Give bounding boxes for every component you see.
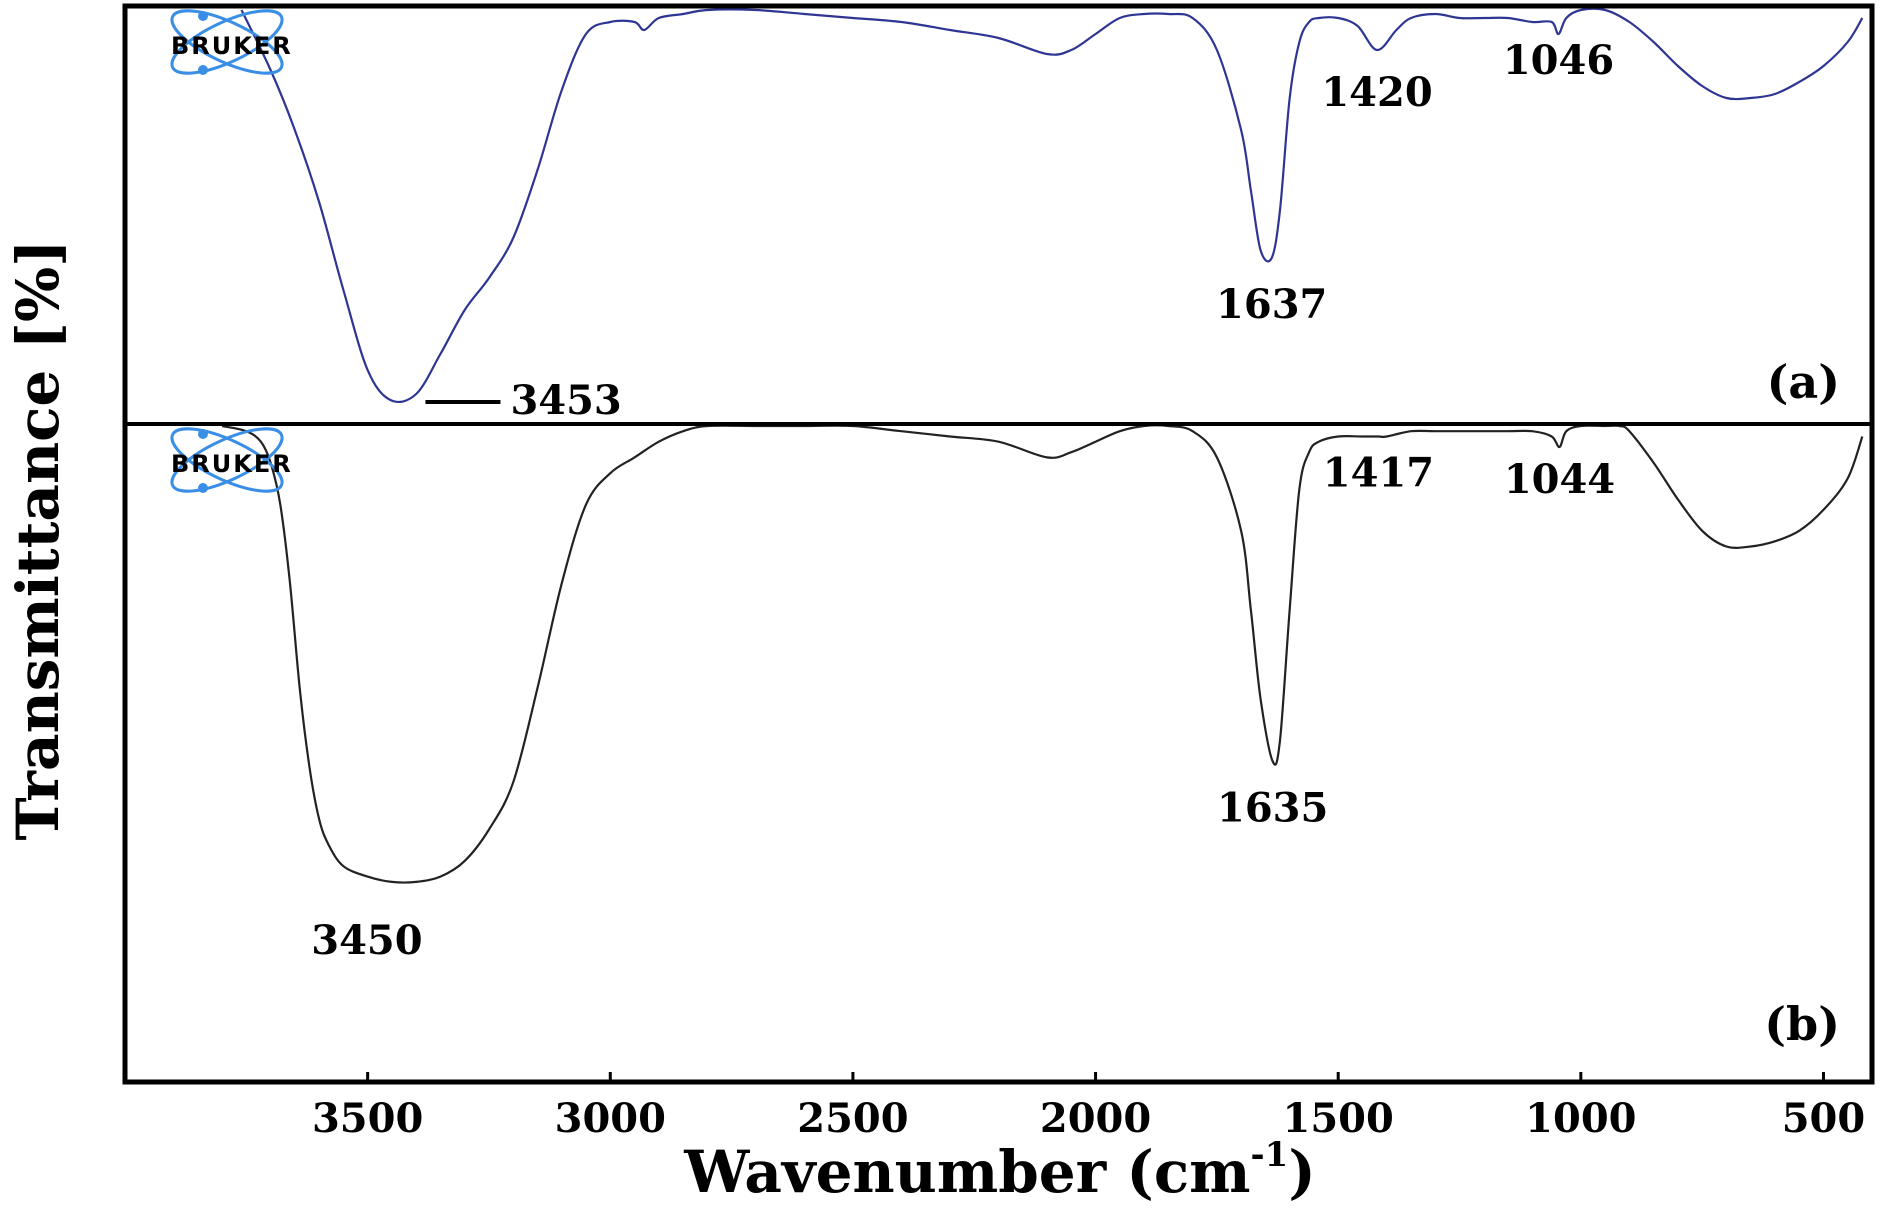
- x-axis-ticks: 3500 3000 2500 2000 1500 1000 500: [312, 1072, 1865, 1142]
- x-tick-label: 3500: [312, 1095, 423, 1142]
- logo-orbit: [170, 9, 284, 75]
- logo-orbit: [170, 427, 284, 493]
- bruker-logo: BRUKER: [170, 427, 293, 493]
- panel-label: (b): [1764, 997, 1840, 1051]
- panels-group: 3453 1637 1420 1046 (a) BRUKER 3450 1635 1417 104…: [170, 7, 1864, 1051]
- x-tick-label: 3000: [555, 1095, 666, 1142]
- panel-label: (a): [1767, 355, 1840, 409]
- logo-text: BRUKER: [171, 32, 293, 60]
- spectrum-line-b: [221, 424, 1864, 884]
- x-axis-title-superscript: -1: [1251, 1135, 1289, 1175]
- logo-orbit: [170, 427, 284, 493]
- x-axis-title-close: ): [1288, 1138, 1315, 1206]
- panel-b: 3450 1635 1417 1044 (b) BRUKER: [170, 424, 1864, 1051]
- peak-label: 1046: [1503, 37, 1614, 84]
- logo-dot: [198, 483, 208, 493]
- logo-text: BRUKER: [171, 450, 293, 478]
- plot-frame: [122, 3, 1875, 1085]
- logo-orbit: [170, 9, 284, 75]
- peak-label: 1637: [1216, 281, 1327, 328]
- x-tick-label: 2500: [797, 1095, 908, 1142]
- spectrum-line-a: [240, 7, 1864, 403]
- y-axis-title: Transmittance [%]: [4, 239, 72, 840]
- x-tick-label: 1000: [1525, 1095, 1636, 1142]
- peak-label: 3453: [510, 377, 621, 424]
- x-axis-title-main: Wavenumber (cm: [683, 1138, 1250, 1206]
- peak-label: 1417: [1323, 449, 1434, 496]
- logo-dot: [198, 11, 208, 21]
- peak-label: 3450: [311, 917, 422, 964]
- x-tick-label: 2000: [1040, 1095, 1151, 1142]
- logo-dot: [198, 429, 208, 439]
- x-axis-title: Wavenumber (cm-1): [683, 1135, 1316, 1206]
- peak-label: 1635: [1217, 784, 1328, 831]
- peak-label: 1420: [1321, 69, 1432, 116]
- bruker-logo: BRUKER: [170, 9, 293, 75]
- x-tick-label: 500: [1782, 1095, 1866, 1142]
- panel-a: 3453 1637 1420 1046 (a) BRUKER: [170, 7, 1864, 424]
- logo-dot: [198, 65, 208, 75]
- x-tick-label: 1500: [1283, 1095, 1394, 1142]
- peak-label: 1044: [1504, 456, 1615, 503]
